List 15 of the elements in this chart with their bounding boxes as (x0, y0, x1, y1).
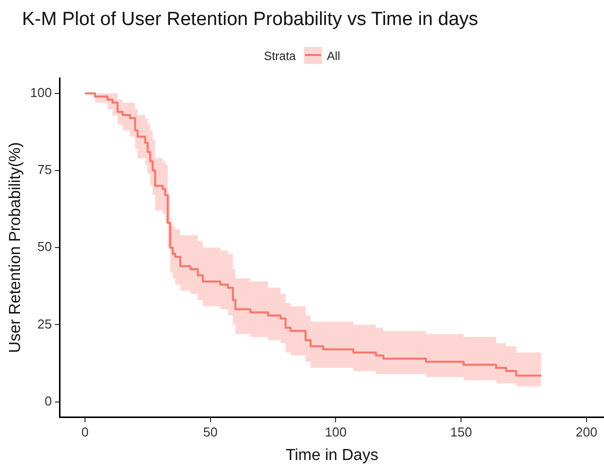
legend-label: All (326, 48, 340, 62)
x-tick-label: 100 (324, 424, 347, 440)
y-tick-label: 100 (30, 84, 52, 100)
y-tick-label: 50 (37, 239, 52, 254)
y-axis-title: User Retention Probability(%) (7, 142, 24, 353)
x-tick-label: 50 (203, 424, 218, 440)
x-tick-label: 200 (576, 424, 598, 440)
y-tick-label: 0 (44, 393, 52, 408)
chart-title: K-M Plot of User Retention Probability vs Time in days (22, 9, 478, 31)
y-tick-label: 25 (37, 316, 52, 332)
legend-title: Strata (264, 48, 296, 62)
x-tick-label: 0 (81, 424, 89, 440)
x-axis-title: Time in Days (286, 446, 378, 464)
x-tick-label: 150 (450, 424, 472, 440)
y-tick-label: 75 (37, 162, 52, 178)
